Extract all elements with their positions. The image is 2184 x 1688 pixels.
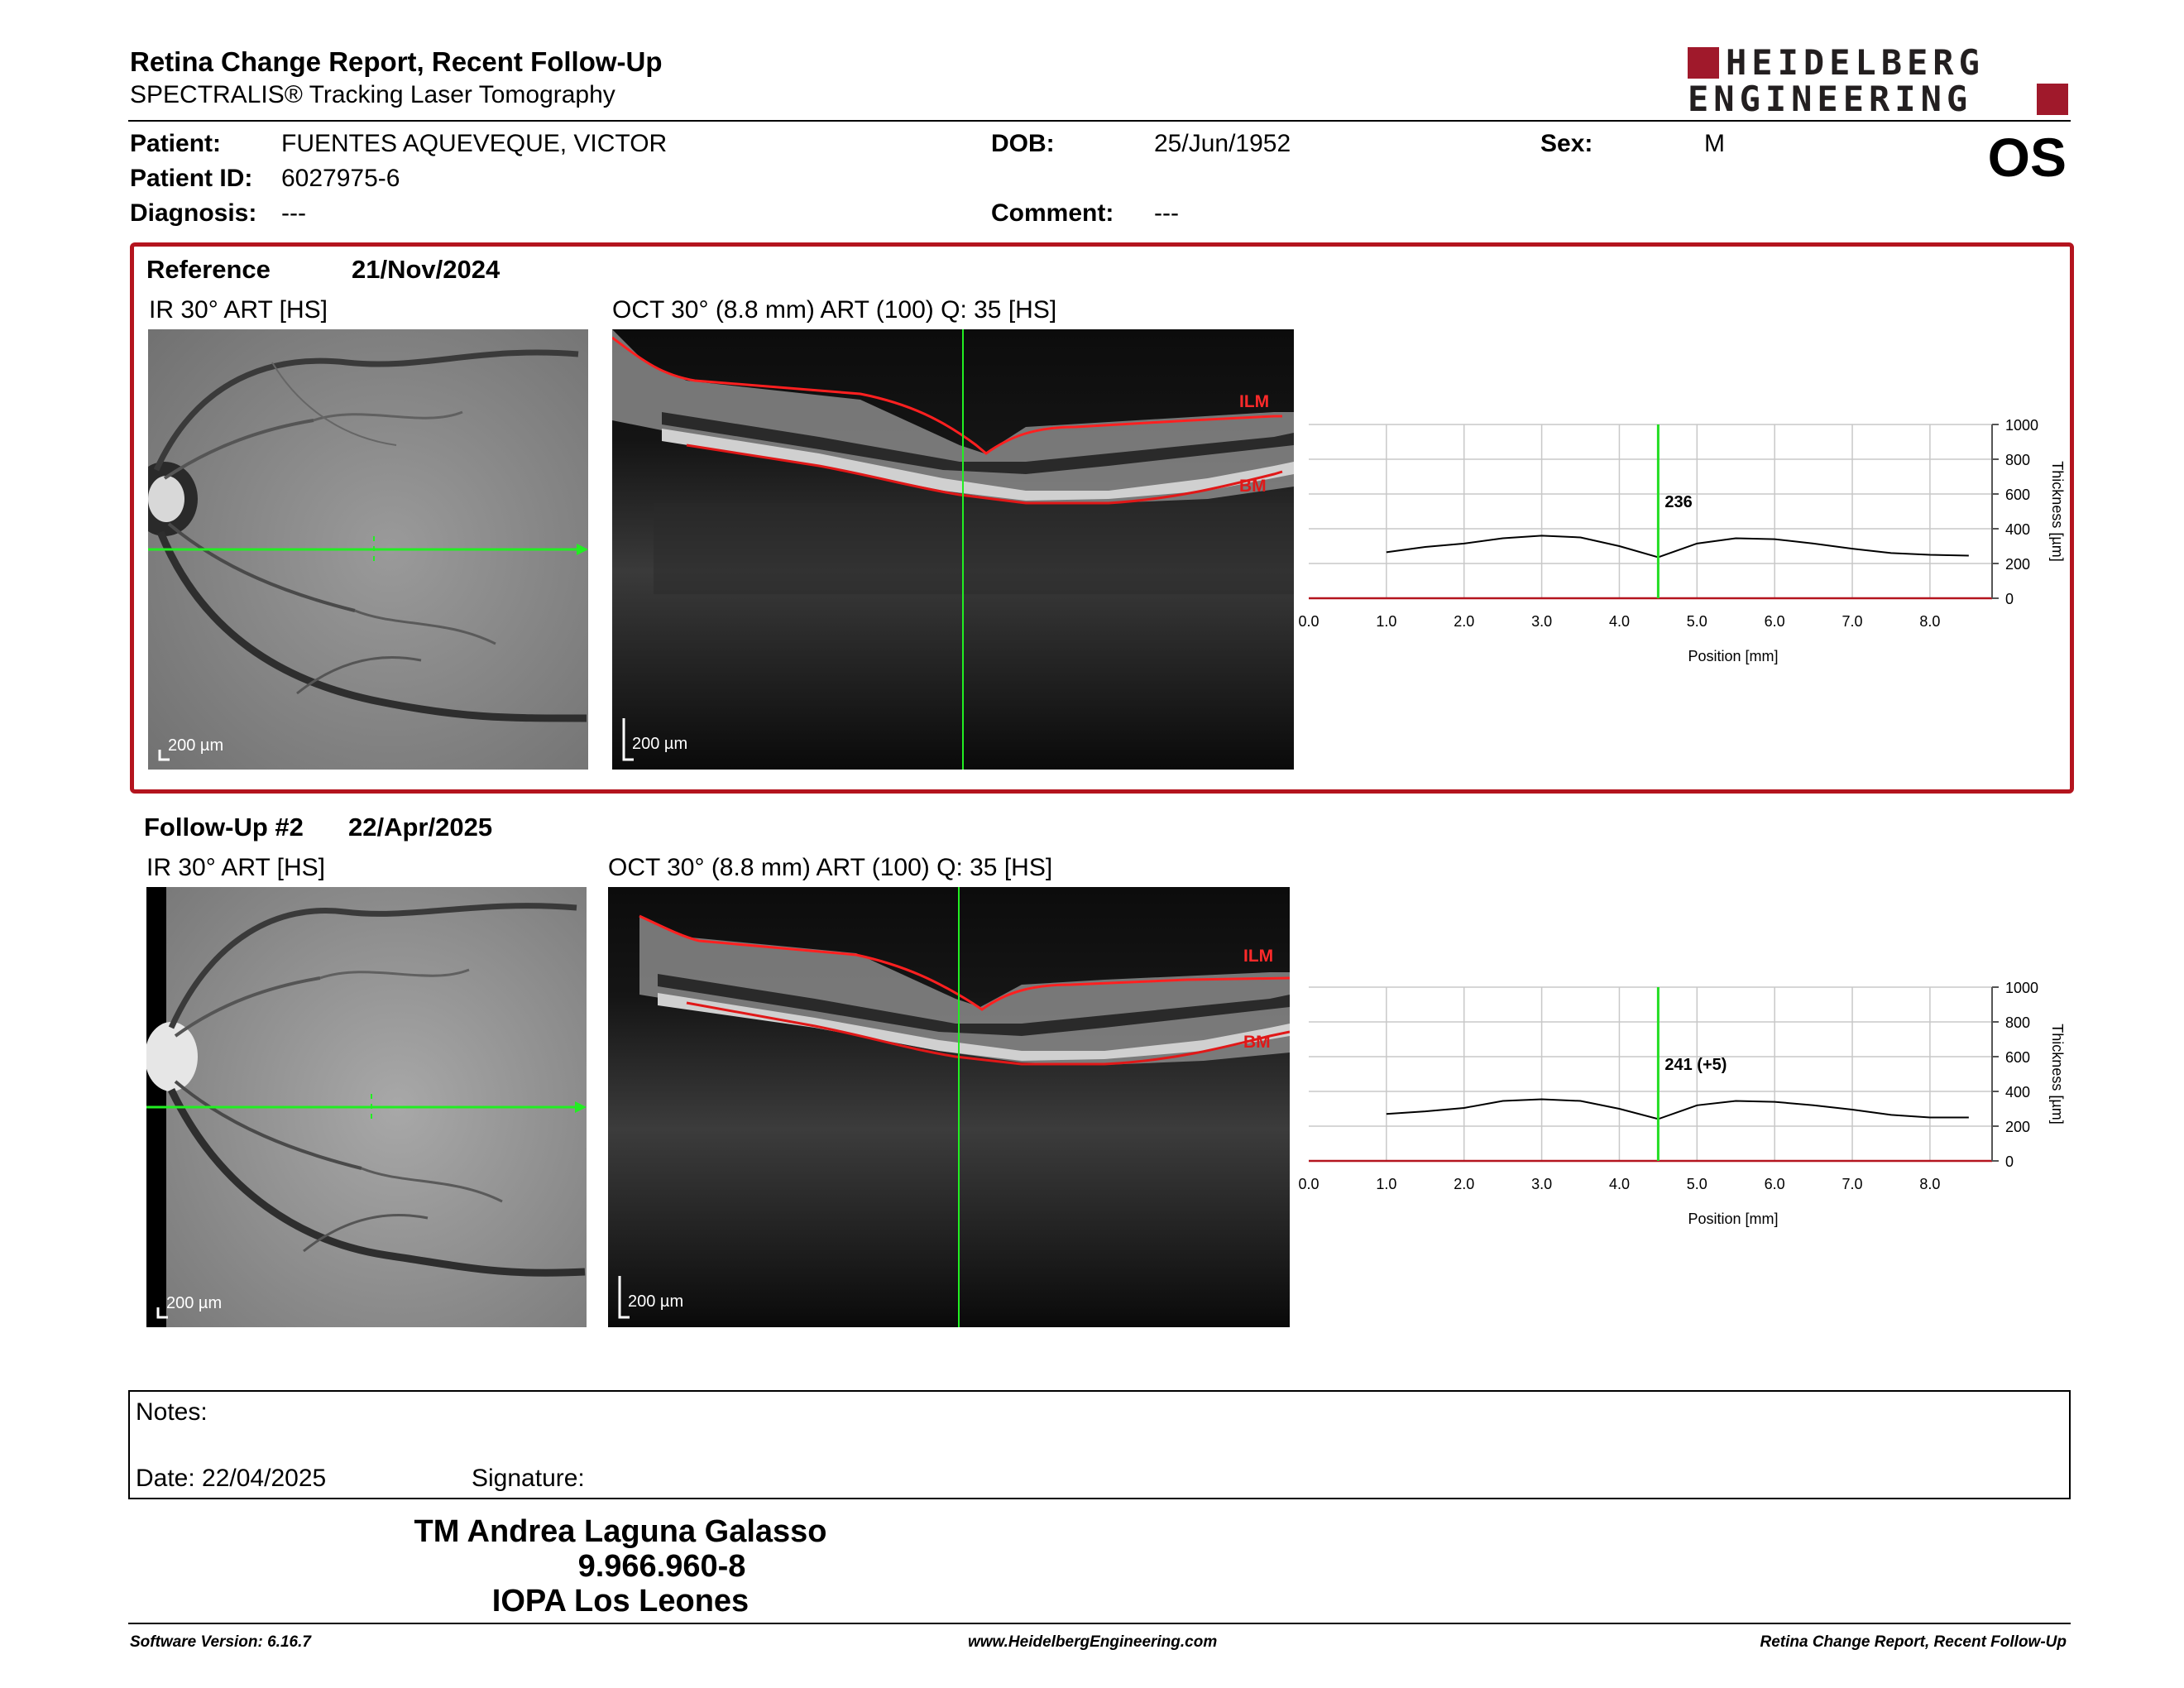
y-tick-label: 400: [2005, 1084, 2030, 1101]
ir-fundus-image: 200 µm: [148, 329, 588, 770]
sex-label: Sex:: [1540, 130, 1593, 157]
patient-id-label: Patient ID:: [130, 165, 253, 192]
bm-label: BM: [1239, 477, 1267, 496]
comment-label: Comment:: [991, 199, 1114, 227]
ir-image-label: IR 30° ART [HS]: [146, 854, 325, 881]
x-tick-label: 5.0: [1687, 613, 1707, 630]
sex-value: M: [1704, 130, 1725, 157]
scale-label: 200 µm: [628, 1292, 684, 1311]
report-subtitle: SPECTRALIS® Tracking Laser Tomography: [130, 81, 615, 108]
y-tick-label: 600: [2005, 1049, 2030, 1066]
thickness-series-line: [1386, 535, 1969, 559]
x-tick-label: 8.0: [1919, 1176, 1940, 1192]
thickness-series-line: [1386, 1098, 1969, 1120]
x-tick-label: 4.0: [1609, 613, 1630, 630]
patient-name: FUENTES AQUEVEQUE, VICTOR: [281, 130, 668, 157]
exam-date: 21/Nov/2024: [352, 255, 500, 284]
x-axis-label: Position [mm]: [1688, 1211, 1778, 1227]
patient-label: Patient:: [130, 130, 222, 157]
x-tick-label: 0.0: [1299, 1176, 1320, 1192]
y-axis-label: Thickness [µm]: [2049, 1024, 2066, 1124]
logo-line-1: HEIDELBERG: [1726, 42, 1985, 83]
x-tick-label: 8.0: [1919, 613, 1940, 630]
x-tick-label: 3.0: [1531, 1176, 1552, 1192]
diagnosis-value: ---: [281, 199, 306, 227]
website-link[interactable]: www.HeidelbergEngineering.com: [968, 1633, 1218, 1651]
y-tick-label: 1000: [2005, 980, 2038, 996]
software-version: Software Version: 6.16.7: [130, 1633, 311, 1651]
oct-image-label: OCT 30° (8.8 mm) ART (100) Q: 35 [HS]: [612, 296, 1057, 324]
y-tick-label: 0: [2005, 591, 2014, 607]
ir-image-label: IR 30° ART [HS]: [149, 296, 328, 324]
notes-label: Notes:: [136, 1398, 208, 1426]
y-tick-label: 600: [2005, 487, 2030, 503]
y-tick-label: 1000: [2005, 417, 2038, 434]
thickness-chart-follow-up: 0 200 400 600 800 1000 0.0 1.0 2.0 3.0 4.0 5.0 6.0 7.…: [1299, 980, 2066, 1227]
logo-square-icon: [1688, 47, 1719, 79]
x-tick-label: 3.0: [1531, 613, 1552, 630]
notes-date: Date: 22/04/2025: [136, 1465, 327, 1492]
x-tick-label: 2.0: [1454, 613, 1474, 630]
scale-label: 200 µm: [166, 1294, 223, 1312]
oct-bscan-image: ILM BM 200 µm: [608, 887, 1290, 1327]
x-tick-label: 6.0: [1765, 1176, 1785, 1192]
bm-label: BM: [1243, 1033, 1271, 1052]
signature-label: Signature:: [472, 1465, 585, 1492]
signatory-name: TM Andrea Laguna Galasso: [414, 1514, 827, 1549]
oct-bscan-image: ILM BM 200 µm: [612, 329, 1294, 770]
scale-label: 200 µm: [632, 735, 688, 753]
thickness-value-label: 236: [1664, 493, 1692, 511]
thickness-chart-reference: 0 200 400 600 800 1000 0.0 1.0 2.0 3.0 4.0 5.0 6.0 7.…: [1299, 417, 2066, 664]
y-tick-label: 0: [2005, 1153, 2014, 1170]
exam-date: 22/Apr/2025: [348, 813, 493, 842]
y-tick-label: 200: [2005, 1119, 2030, 1135]
follow-up-section: Follow-Up #2 22/Apr/2025 IR 30° ART [HS]…: [130, 804, 2074, 1334]
logo-line-2: ENGINEERING: [1688, 79, 1973, 119]
footer-divider: [128, 1623, 2071, 1624]
footer-report-name: Retina Change Report, Recent Follow-Up: [1760, 1633, 2067, 1651]
diagnosis-label: Diagnosis:: [130, 199, 257, 227]
thickness-value-label: 241 (+5): [1664, 1056, 1727, 1074]
x-tick-label: 6.0: [1765, 613, 1785, 630]
signatory-id: 9.966.960-8: [577, 1549, 746, 1584]
comment-value: ---: [1154, 199, 1179, 227]
exam-name: Follow-Up #2: [144, 813, 304, 842]
ilm-label: ILM: [1239, 392, 1270, 411]
x-tick-label: 2.0: [1454, 1176, 1474, 1192]
notes-box: Notes: Date: 22/04/2025 Signature:: [128, 1390, 2071, 1499]
oct-image-label: OCT 30° (8.8 mm) ART (100) Q: 35 [HS]: [608, 854, 1053, 881]
ir-fundus-image: 200 µm: [146, 887, 587, 1327]
patient-id: 6027975-6: [281, 165, 400, 192]
x-tick-label: 5.0: [1687, 1176, 1707, 1192]
dob-value: 25/Jun/1952: [1154, 130, 1291, 157]
x-tick-label: 0.0: [1299, 613, 1320, 630]
y-tick-label: 800: [2005, 1014, 2030, 1031]
exam-name: Reference: [146, 255, 271, 284]
dob-label: DOB:: [991, 130, 1055, 157]
reference-section: Reference 21/Nov/2024 IR 30° ART [HS] OC…: [130, 242, 2074, 794]
y-tick-label: 400: [2005, 521, 2030, 538]
header-divider: [128, 120, 2071, 122]
y-tick-label: 200: [2005, 556, 2030, 573]
x-tick-label: 1.0: [1376, 1176, 1396, 1192]
report-title: Retina Change Report, Recent Follow-Up: [130, 46, 663, 77]
scale-label: 200 µm: [168, 736, 224, 755]
x-tick-label: 4.0: [1609, 1176, 1630, 1192]
ilm-label: ILM: [1243, 947, 1274, 966]
y-tick-label: 800: [2005, 452, 2030, 468]
x-tick-label: 7.0: [1842, 1176, 1863, 1192]
signatory-institution: IOPA Los Leones: [491, 1584, 750, 1618]
x-tick-label: 1.0: [1376, 613, 1396, 630]
eye-indicator: OS: [1987, 127, 2067, 188]
y-axis-label: Thickness [µm]: [2049, 461, 2066, 561]
x-axis-label: Position [mm]: [1688, 648, 1778, 664]
logo-square-icon: [2037, 84, 2068, 115]
x-tick-label: 7.0: [1842, 613, 1863, 630]
